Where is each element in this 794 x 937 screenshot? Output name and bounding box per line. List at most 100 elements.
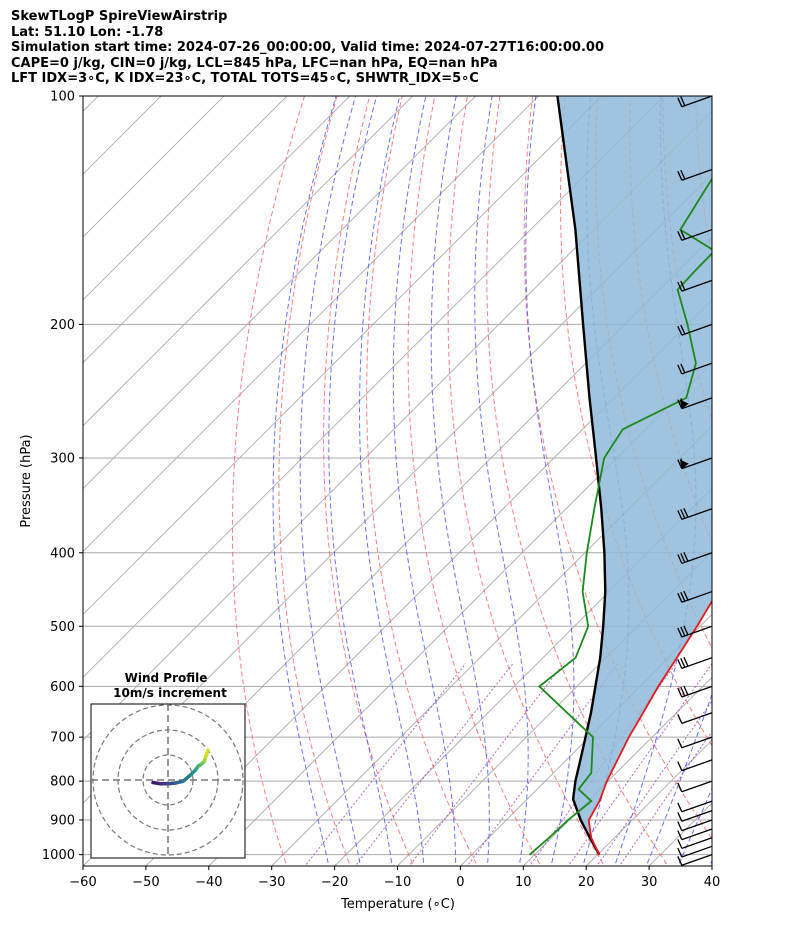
hodograph-title: Wind Profile xyxy=(125,671,208,685)
wind-barb xyxy=(677,590,713,603)
wind-barb-feather xyxy=(677,592,683,603)
dry-adiabat xyxy=(447,96,605,866)
wind-barb-shaft xyxy=(681,279,713,292)
wind-barb-feather xyxy=(677,325,683,336)
wind-barb-feather xyxy=(683,552,689,562)
isotherm-line xyxy=(83,96,603,616)
wind-barb-feather xyxy=(680,553,686,563)
wind-barb-shaft xyxy=(681,362,713,375)
wind-barb xyxy=(677,819,713,832)
wind-barb-feather xyxy=(680,591,686,602)
wind-barb-feather xyxy=(677,687,683,698)
wind-barb xyxy=(677,800,713,813)
wind-barbs xyxy=(677,95,713,866)
mixing-ratio-line xyxy=(596,700,712,866)
hodograph-inset: Wind Profile 10m/s increment xyxy=(90,671,246,859)
wind-barb-shaft xyxy=(681,590,713,603)
wind-barb-shaft xyxy=(681,828,713,841)
y-tick-label: 700 xyxy=(50,731,75,746)
wind-barb xyxy=(677,656,713,670)
wind-barb-feather xyxy=(677,510,683,520)
wind-barb-feather xyxy=(677,714,683,724)
x-tick-label: −30 xyxy=(258,875,285,890)
wind-barb-feather xyxy=(677,399,683,409)
hodograph-subtitle: 10m/s increment xyxy=(113,686,227,700)
cape-text: CAPE=0 j/kg, CIN=0 j/kg, LCL=845 hPa, LF… xyxy=(11,55,498,71)
dry-adiabat xyxy=(278,96,351,866)
wind-barb xyxy=(677,397,713,410)
x-tick-label: −50 xyxy=(132,875,159,890)
wind-barb-shaft xyxy=(681,780,713,793)
wind-barb-feather xyxy=(683,590,689,601)
wind-barb-pennant xyxy=(679,459,689,469)
wind-barb-feather xyxy=(677,830,683,840)
isotherm-line xyxy=(83,96,665,678)
wind-barb-shaft xyxy=(681,837,713,850)
wind-barb-feather xyxy=(683,656,689,667)
wind-barb-shaft xyxy=(681,759,713,772)
wind-barb-feather xyxy=(677,231,683,241)
isotherm-line xyxy=(83,96,288,301)
moist-adiabat xyxy=(430,96,490,866)
isotherm-line xyxy=(0,61,70,886)
isotherm-line xyxy=(755,61,794,886)
wind-barb-shaft xyxy=(681,95,713,108)
dry-adiabat xyxy=(231,96,305,866)
y-tick-label: 600 xyxy=(50,680,75,695)
cin-shade-area xyxy=(557,96,712,855)
wind-barb-feather xyxy=(677,97,683,107)
wind-barb-feather xyxy=(677,812,683,822)
wind-barb-feather xyxy=(680,96,686,106)
wind-barb-shaft xyxy=(681,800,713,813)
wind-barb-shaft xyxy=(681,712,713,725)
wind-barb xyxy=(677,854,713,866)
dry-adiabat xyxy=(761,96,794,871)
dry-adiabat xyxy=(728,96,794,871)
wind-barb-feather xyxy=(677,364,683,375)
wind-barb-shaft xyxy=(681,323,713,336)
wind-barb-shaft xyxy=(681,736,713,749)
parcel-profile-line xyxy=(556,96,607,856)
moist-adiabat xyxy=(525,96,575,866)
moist-adiabat xyxy=(474,96,529,866)
x-tick-label: 10 xyxy=(515,875,532,890)
wind-barb-feather xyxy=(680,509,686,519)
axis-ticks: −60 −50 −40 −30 −20 −10 0 10 20 30 40 100 200 300 400 5… xyxy=(42,90,720,891)
x-tick-label: 0 xyxy=(456,875,464,890)
wind-barb-feather xyxy=(677,659,683,669)
wind-barb-shaft xyxy=(681,228,713,241)
wind-barb-shaft xyxy=(681,397,713,410)
wind-barb-feather xyxy=(677,782,683,793)
chart-header: SkewTLogP SpireViewAirstrip Lat: 51.10 L… xyxy=(11,9,604,87)
isotherm-line xyxy=(83,96,540,553)
y-tick-label: 200 xyxy=(50,318,75,333)
wind-barb-shaft xyxy=(681,168,713,181)
wind-barb-shaft xyxy=(681,657,713,670)
wind-barb-feather xyxy=(680,626,686,637)
dewpoint-line xyxy=(529,177,712,856)
isotherm-line xyxy=(145,299,712,866)
moist-adiabat xyxy=(358,96,425,866)
y-axis-label: Pressure (hPa) xyxy=(19,434,34,527)
mixing-ratio-line xyxy=(466,663,619,866)
y-tick-label: 1000 xyxy=(42,848,75,863)
wind-barb xyxy=(677,228,713,241)
isotherm-line xyxy=(83,96,477,490)
dry-adiabat xyxy=(486,96,669,866)
wind-barb-feather xyxy=(683,685,689,696)
moist-adiabat xyxy=(272,96,337,866)
wind-barb-shaft xyxy=(681,625,713,638)
wind-barb-feather xyxy=(680,169,686,180)
isotherm-line xyxy=(83,96,351,364)
wind-barb-feather xyxy=(677,459,683,469)
wind-barb xyxy=(677,508,713,521)
dry-adiabat xyxy=(366,96,478,866)
isotherm-line xyxy=(333,487,712,866)
wind-barb-feather xyxy=(677,281,683,292)
wind-barb-shaft xyxy=(681,685,713,698)
hodograph-segment xyxy=(205,748,210,756)
wind-barb xyxy=(677,845,713,858)
moist-adiabat xyxy=(645,692,712,866)
isotherm-line xyxy=(396,550,712,866)
